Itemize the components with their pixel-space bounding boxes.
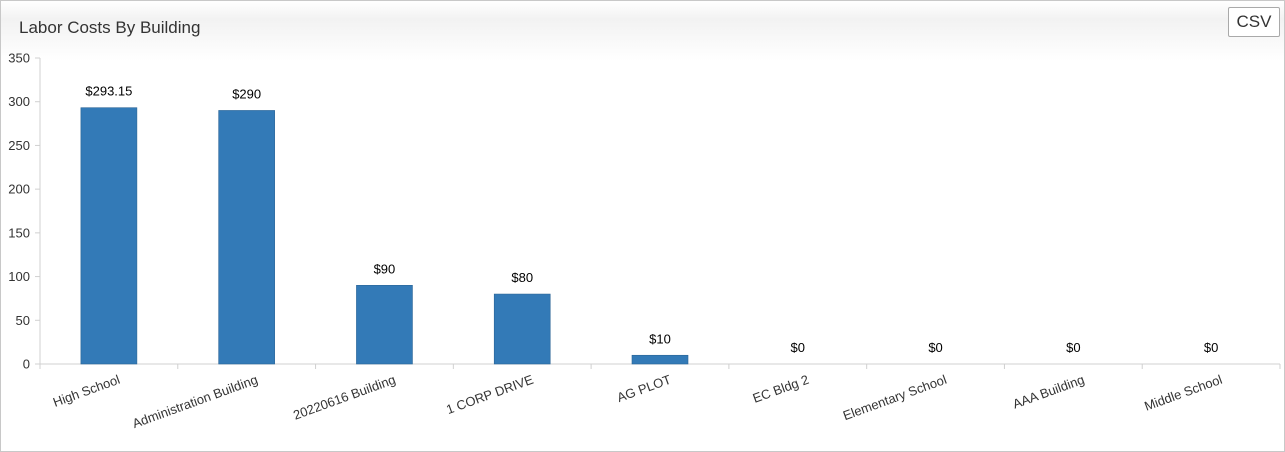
data-label: $293.15 <box>85 84 132 99</box>
x-tick-label: EC Bldg 2 <box>751 372 811 406</box>
data-label: $90 <box>374 261 396 276</box>
x-tick-label: Administration Building <box>130 372 259 431</box>
x-tick-label: Elementary School <box>841 372 949 423</box>
y-tick-label: 100 <box>8 269 30 284</box>
x-tick-label: Middle School <box>1142 372 1224 414</box>
csv-export-button[interactable]: CSV <box>1228 7 1280 37</box>
data-labels: $293.15 $290 $90 $80 $10 $0 $0 $0 $0 <box>85 84 1218 355</box>
data-label: $0 <box>1204 340 1218 355</box>
data-label: $80 <box>511 270 533 285</box>
x-tick-label: 20220616 Building <box>291 372 397 423</box>
bar <box>80 107 138 365</box>
y-tick-label: 150 <box>8 225 30 240</box>
x-tick-label: High School <box>51 372 122 410</box>
y-axis: 0 50 100 150 200 250 300 350 <box>8 51 41 372</box>
bar <box>493 293 551 365</box>
chart-title: Labor Costs By Building <box>19 18 201 37</box>
bar <box>218 110 275 365</box>
y-tick-label: 50 <box>16 313 30 328</box>
data-label: $290 <box>232 86 261 101</box>
y-tick-label: 0 <box>23 357 30 372</box>
y-tick-label: 250 <box>8 138 30 153</box>
bars <box>80 107 689 365</box>
bar <box>631 354 689 365</box>
y-tick-label: 350 <box>8 51 30 66</box>
data-label: $0 <box>791 340 805 355</box>
data-label: $0 <box>1066 340 1080 355</box>
y-tick-label: 300 <box>8 94 30 109</box>
bar <box>356 285 413 365</box>
x-tick-label: 1 CORP DRIVE <box>444 372 535 418</box>
x-tick-label: AAA Building <box>1011 372 1087 412</box>
data-label: $10 <box>649 331 671 346</box>
x-axis: High School Administration Building 202206… <box>39 363 1281 431</box>
data-label: $0 <box>928 340 942 355</box>
y-tick-label: 200 <box>8 182 30 197</box>
x-tick-label: AG PLOT <box>615 372 673 405</box>
